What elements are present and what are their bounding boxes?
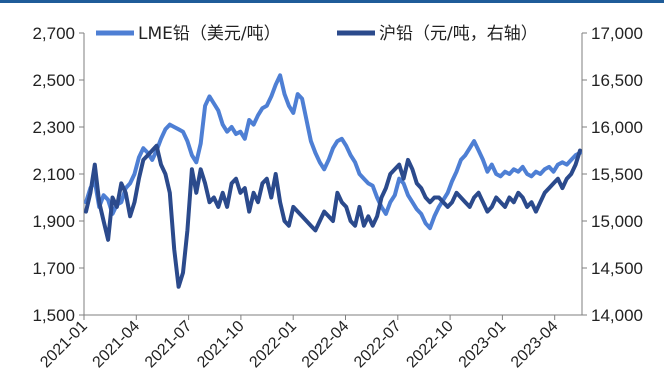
- series-layer: [84, 73, 582, 289]
- legend-label-1: LME铅（美元/吨）: [138, 24, 281, 44]
- series-line-1: [84, 73, 582, 231]
- x-tick-label: 2022-01: [246, 318, 300, 372]
- right-tick-label: 15,500: [591, 165, 643, 184]
- right-tick-label: 16,000: [591, 118, 643, 137]
- x-tick-label: 2021-01: [37, 318, 91, 372]
- left-tick-label: 2,500: [32, 71, 75, 90]
- left-tick-label: 2,700: [32, 24, 75, 43]
- right-axis-ticks: 14,000 14,500 15,000 15,500 16,000 16,500 17,0…: [582, 24, 643, 325]
- right-tick-label: 15,000: [591, 212, 643, 231]
- left-tick-label: 2,300: [32, 118, 75, 137]
- right-tick-label: 14,000: [591, 306, 643, 325]
- left-tick-label: 2,100: [32, 165, 75, 184]
- x-tick-label: 2022-04: [299, 318, 353, 372]
- left-tick-label: 1,500: [32, 306, 75, 325]
- x-tick-label: 2022-07: [351, 318, 405, 372]
- x-tick-label: 2022-10: [403, 318, 457, 372]
- x-axis-ticks: 2021-012021-042021-072021-102022-012022-…: [37, 315, 562, 372]
- legend: LME铅（美元/吨） 沪铅（元/吨，右轴）: [96, 24, 538, 44]
- left-tick-label: 1,700: [32, 259, 75, 278]
- x-tick-label: 2021-04: [90, 318, 144, 372]
- series-line-2: [84, 143, 582, 289]
- x-tick-label: 2021-10: [194, 318, 248, 372]
- right-tick-label: 17,000: [591, 24, 643, 43]
- legend-label-2: 沪铅（元/吨，右轴）: [379, 24, 538, 44]
- left-axis-ticks: 1,500 1,700 1,900 2,100 2,300 2,500 2,700: [32, 24, 84, 325]
- top-rule: [0, 0, 664, 3]
- left-tick-label: 1,900: [32, 212, 75, 231]
- x-tick-label: 2023-04: [508, 318, 562, 372]
- right-tick-label: 16,500: [591, 71, 643, 90]
- x-tick-label: 2021-07: [142, 318, 196, 372]
- right-tick-label: 14,500: [591, 259, 643, 278]
- x-tick-label: 2023-01: [456, 318, 510, 372]
